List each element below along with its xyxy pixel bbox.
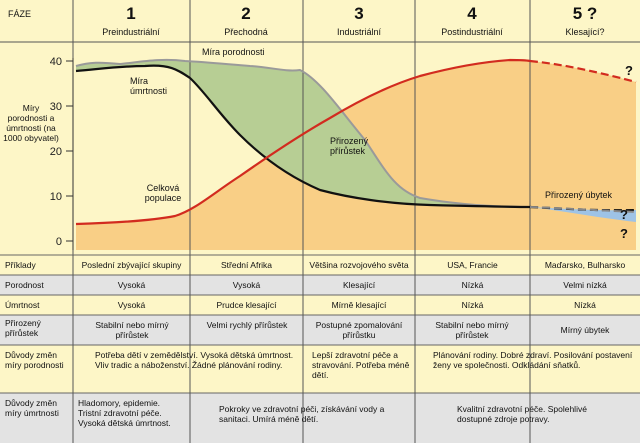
row-label-examples: Příklady bbox=[5, 260, 36, 270]
increase-cell: Stabilní nebo mírný přírůstek bbox=[95, 320, 169, 340]
birth-reasons-postindustrial: Plánování rodiny. Dobré zdraví. Posilová… bbox=[433, 350, 633, 370]
birth-cell: Velmi nízká bbox=[563, 280, 607, 290]
y-axis: 40 30 20 10 0 bbox=[50, 56, 74, 250]
death-reasons-preindustrial: Hladomory, epidemie. Tristní zdravotní p… bbox=[78, 398, 171, 428]
increase-cell: Stabilní nebo mírný přírůstek bbox=[435, 320, 509, 340]
death-cell: Nízká bbox=[574, 300, 596, 310]
y-tick: 0 bbox=[56, 236, 62, 248]
total-population-annotation: Celková populace bbox=[144, 183, 182, 203]
death-rate-annotation: Míra úmrtnosti bbox=[130, 76, 168, 96]
phase-number: 4 bbox=[467, 4, 477, 23]
examples-cell: Většina rozvojového světa bbox=[309, 260, 409, 270]
death-reasons-transition: Pokroky ve zdravotní péči, získávání vod… bbox=[219, 404, 385, 424]
question-mark-middle: ? bbox=[620, 207, 628, 222]
question-mark-bottom: ? bbox=[620, 226, 628, 241]
phase-number: 3 bbox=[354, 4, 363, 23]
y-tick: 40 bbox=[50, 56, 62, 68]
phase-name: Přechodná bbox=[224, 27, 268, 37]
death-rate-line bbox=[75, 64, 531, 209]
birth-rate-annotation: Míra porodnosti bbox=[202, 47, 265, 57]
phase-header-label: FÁZE bbox=[8, 9, 31, 19]
table-backgrounds bbox=[0, 255, 640, 443]
death-cell: Mírně klesající bbox=[331, 300, 387, 310]
examples-cell: Poslední zbývající skupiny bbox=[81, 260, 182, 270]
question-mark-top: ? bbox=[625, 63, 633, 78]
increase-cell: Mírný úbytek bbox=[560, 325, 610, 335]
birth-reasons-industrial: Lepší zdravotní péče a stravování. Potře… bbox=[312, 350, 410, 380]
natural-decrease-annotation: Přirozený úbytek bbox=[545, 190, 613, 200]
phase-name: Klesající? bbox=[565, 27, 604, 37]
birth-cell: Klesající bbox=[342, 280, 376, 290]
death-cell: Vysoká bbox=[117, 300, 146, 310]
y-axis-label: Míry porodnosti a úmrtnosti (na 1000 oby… bbox=[3, 103, 59, 143]
examples-cell: USA, Francie bbox=[447, 260, 498, 270]
phase-number: 5 ? bbox=[573, 4, 598, 23]
y-tick: 20 bbox=[50, 146, 62, 158]
phase-dividers-table bbox=[72, 255, 531, 443]
death-reasons-postindustrial: Kvalitní zdravotní péče. Spolehlivé dost… bbox=[457, 404, 587, 424]
header-band bbox=[0, 0, 640, 42]
birth-cell: Nízká bbox=[461, 280, 484, 290]
population-line bbox=[75, 58, 531, 226]
death-cell: Nízká bbox=[461, 300, 484, 310]
y-tick: 30 bbox=[50, 101, 62, 113]
phase-name: Preindustriální bbox=[102, 27, 160, 37]
increase-cell: Velmi rychlý přírůstek bbox=[206, 320, 288, 330]
increase-cell: Postupné zpomalování přírůstku bbox=[315, 320, 403, 340]
birth-rate-line bbox=[75, 58, 531, 208]
row-label-increase: Přirozený přírůstek bbox=[5, 318, 41, 338]
y-tick: 10 bbox=[50, 191, 62, 203]
row-label-birth-reasons: Důvody změn míry porodnosti bbox=[5, 350, 64, 370]
phase-number: 1 bbox=[126, 4, 135, 23]
table-row-lines bbox=[0, 254, 640, 394]
examples-cell: Střední Afrika bbox=[220, 260, 273, 270]
birth-cell: Vysoká bbox=[232, 280, 261, 290]
row-label-death: Úmrtnost bbox=[5, 300, 40, 310]
phase-name: Postindustriální bbox=[441, 27, 503, 37]
examples-cell: Maďarsko, Bulharsko bbox=[544, 260, 626, 270]
row-label-birth: Porodnost bbox=[5, 280, 44, 290]
phase-number: 2 bbox=[241, 4, 250, 23]
death-cell: Prudce klesající bbox=[216, 300, 277, 310]
natural-increase-annotation: Přirozený přírůstek bbox=[330, 136, 369, 156]
birth-cell: Vysoká bbox=[117, 280, 146, 290]
phase-name: Industriální bbox=[337, 27, 382, 37]
birth-reasons-preindustrial: Potřeba dětí v zemědělství. Vysoká dětsk… bbox=[95, 350, 294, 370]
row-label-death-reasons: Důvody změn míry úmrtnosti bbox=[5, 398, 59, 418]
